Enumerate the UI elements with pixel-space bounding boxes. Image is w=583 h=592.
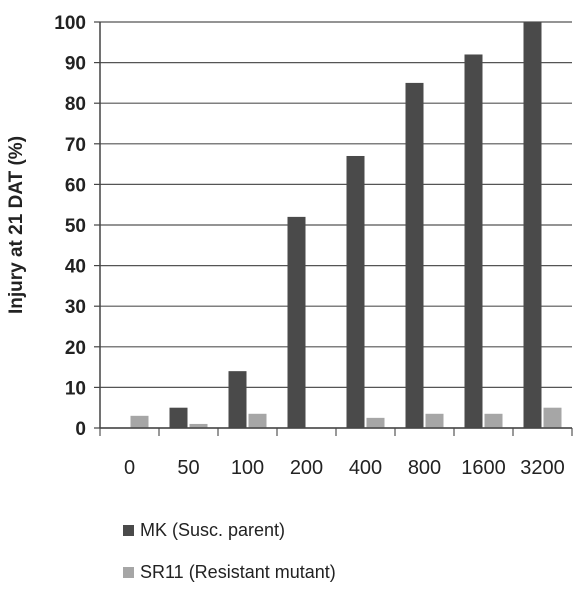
legend-label: SR11 (Resistant mutant) [140, 562, 336, 582]
bar-sr11-50 [189, 423, 208, 428]
legend-swatch [123, 525, 134, 536]
x-tick-label: 1600 [461, 457, 506, 479]
bar-sr11-1600 [484, 413, 503, 428]
axes [94, 21, 572, 429]
bar-sr11-0 [130, 415, 149, 428]
legend-label: MK (Susc. parent) [140, 520, 285, 540]
bar-mk-200 [287, 216, 306, 428]
y-tick-label: 50 [65, 216, 86, 237]
bar-mk-1600 [464, 54, 483, 428]
bar-group [130, 22, 562, 429]
y-tick-label: 20 [65, 338, 86, 359]
y-axis-title: Injury at 21 DAT (%) [6, 136, 27, 314]
y-tick-labels: 0 10 20 30 40 50 60 70 80 90 100 [54, 13, 86, 440]
legend-swatch [123, 567, 134, 578]
bar-mk-50 [169, 407, 188, 428]
x-tick-labels: 0 50 100 200 400 800 1600 3200 [124, 457, 565, 479]
y-tick-label: 100 [54, 13, 86, 34]
y-tick-label: 80 [65, 94, 86, 115]
bar-mk-100 [228, 371, 247, 428]
x-tick-label: 0 [124, 457, 135, 479]
x-tick-label: 200 [290, 457, 323, 479]
x-tick-label: 50 [177, 457, 199, 479]
y-tick-label: 70 [65, 135, 86, 156]
bar-mk-400 [346, 155, 365, 429]
x-tick-label: 400 [349, 457, 382, 479]
y-tick-label: 10 [65, 378, 86, 399]
bar-sr11-100 [248, 413, 267, 428]
x-tick-label: 3200 [520, 457, 565, 479]
y-tick-label: 60 [65, 175, 86, 196]
x-tick-label: 100 [231, 457, 264, 479]
bar-sr11-3200 [543, 407, 562, 428]
x-tick-label: 800 [408, 457, 441, 479]
y-tick-label: 40 [65, 257, 86, 278]
y-tick-label: 90 [65, 54, 86, 75]
bar-sr11-800 [425, 413, 444, 428]
grid-lines [99, 21, 573, 436]
bar-sr11-400 [366, 417, 385, 428]
legend: MK (Susc. parent) SR11 (Resistant mutant) [123, 520, 336, 582]
bar-mk-800 [405, 82, 424, 429]
y-tick-label: 30 [65, 297, 86, 318]
y-tick-label: 0 [75, 419, 86, 440]
bar-mk-3200 [523, 22, 542, 428]
